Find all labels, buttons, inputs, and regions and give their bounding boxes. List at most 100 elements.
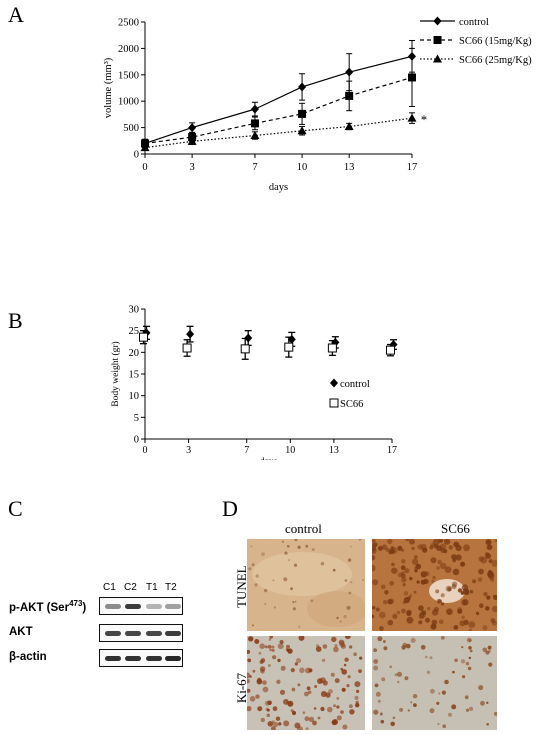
cell-nucleus bbox=[255, 574, 259, 578]
series-line bbox=[144, 76, 413, 145]
cell-nucleus bbox=[362, 579, 365, 581]
data-point bbox=[250, 131, 260, 140]
cell-nucleus bbox=[349, 645, 353, 649]
cell-nucleus bbox=[488, 569, 493, 574]
y-tick-label: 15 bbox=[129, 370, 140, 381]
cell-nucleus bbox=[332, 568, 336, 572]
cell-nucleus bbox=[307, 690, 312, 695]
y-tick-label: 1500 bbox=[118, 70, 139, 81]
cell-nucleus bbox=[390, 547, 398, 554]
cell-nucleus bbox=[262, 680, 267, 685]
cell-nucleus bbox=[372, 544, 377, 552]
cell-nucleus bbox=[432, 539, 440, 546]
cell-nucleus bbox=[478, 568, 484, 575]
cell-nucleus bbox=[457, 608, 463, 614]
cell-nucleus bbox=[266, 713, 271, 718]
cell-nucleus bbox=[247, 688, 251, 693]
y-tick-label: 2000 bbox=[118, 44, 139, 55]
blot-band bbox=[105, 631, 121, 636]
cell-nucleus bbox=[405, 539, 410, 542]
cell-nucleus bbox=[493, 711, 497, 716]
legend-marker bbox=[433, 16, 442, 26]
cell-nucleus bbox=[451, 554, 457, 560]
data-point bbox=[345, 91, 354, 100]
cell-nucleus bbox=[336, 616, 339, 620]
data-point bbox=[297, 126, 307, 135]
cell-nucleus bbox=[440, 562, 447, 570]
cell-nucleus bbox=[267, 664, 271, 667]
cell-nucleus bbox=[414, 569, 418, 573]
cell-nucleus bbox=[340, 643, 346, 649]
cell-nucleus bbox=[358, 669, 362, 673]
lane-label-t2: T2 bbox=[165, 582, 177, 593]
x-axis-label: days bbox=[269, 182, 288, 193]
cell-nucleus bbox=[429, 708, 435, 714]
cell-nucleus bbox=[336, 705, 340, 709]
cell-nucleus bbox=[260, 669, 265, 674]
cell-nucleus bbox=[443, 539, 451, 545]
cell-nucleus bbox=[389, 581, 394, 586]
cell-nucleus bbox=[468, 656, 472, 660]
cell-nucleus bbox=[452, 670, 455, 674]
cell-nucleus bbox=[461, 599, 468, 606]
cell-nucleus bbox=[468, 628, 472, 631]
blot-band bbox=[105, 604, 121, 609]
cell-nucleus bbox=[249, 696, 256, 702]
lane-label-t1: T1 bbox=[146, 582, 158, 593]
cell-nucleus bbox=[417, 544, 423, 550]
cell-nucleus bbox=[431, 579, 435, 583]
micrograph-tunel-sc66 bbox=[372, 539, 497, 631]
cell-nucleus bbox=[447, 587, 452, 592]
cell-nucleus bbox=[399, 707, 404, 712]
cell-nucleus bbox=[278, 722, 282, 726]
cell-nucleus bbox=[405, 643, 411, 649]
cell-nucleus bbox=[402, 600, 407, 605]
x-tick-label: 3 bbox=[189, 162, 194, 173]
cell-nucleus bbox=[248, 567, 252, 571]
cell-nucleus bbox=[389, 665, 392, 669]
cell-nucleus bbox=[255, 694, 260, 699]
cell-nucleus bbox=[346, 684, 350, 688]
cell-nucleus bbox=[429, 656, 433, 660]
cell-nucleus bbox=[344, 579, 348, 582]
x-tick-label: 3 bbox=[186, 445, 191, 456]
cell-nucleus bbox=[283, 577, 288, 582]
cell-nucleus bbox=[391, 562, 395, 567]
cell-nucleus bbox=[349, 704, 353, 709]
x-tick-label: 17 bbox=[407, 162, 418, 173]
cell-nucleus bbox=[263, 588, 268, 593]
x-tick-label: 10 bbox=[297, 162, 308, 173]
cell-nucleus bbox=[379, 626, 384, 631]
cell-nucleus bbox=[406, 616, 414, 624]
cell-nucleus bbox=[427, 607, 431, 611]
cell-nucleus bbox=[491, 605, 497, 613]
cell-nucleus bbox=[291, 710, 297, 716]
cell-nucleus bbox=[280, 665, 286, 671]
cell-nucleus bbox=[413, 590, 417, 594]
cell-nucleus bbox=[260, 717, 265, 723]
cell-nucleus bbox=[380, 712, 383, 715]
data-point bbox=[344, 122, 354, 131]
cell-nucleus bbox=[348, 591, 352, 595]
cell-nucleus bbox=[259, 660, 264, 664]
cell-nucleus bbox=[402, 583, 406, 587]
cell-nucleus bbox=[277, 643, 284, 650]
y-axis-label: volume (mm³) bbox=[103, 57, 114, 118]
cell-nucleus bbox=[325, 692, 331, 698]
cell-nucleus bbox=[264, 700, 270, 706]
cell-nucleus bbox=[316, 644, 320, 648]
blot-strip bbox=[99, 649, 183, 667]
cell-nucleus bbox=[292, 607, 296, 611]
cell-nucleus bbox=[425, 655, 428, 659]
cell-nucleus bbox=[387, 619, 394, 626]
cell-nucleus bbox=[438, 692, 441, 695]
cell-nucleus bbox=[403, 591, 409, 596]
cell-nucleus bbox=[404, 676, 409, 681]
cell-nucleus bbox=[478, 685, 484, 691]
cell-nucleus bbox=[343, 663, 347, 667]
cell-nucleus bbox=[486, 544, 493, 550]
cell-nucleus bbox=[287, 545, 290, 548]
cell-nucleus bbox=[460, 659, 466, 664]
cell-nucleus bbox=[464, 695, 469, 700]
cell-nucleus bbox=[297, 683, 301, 687]
